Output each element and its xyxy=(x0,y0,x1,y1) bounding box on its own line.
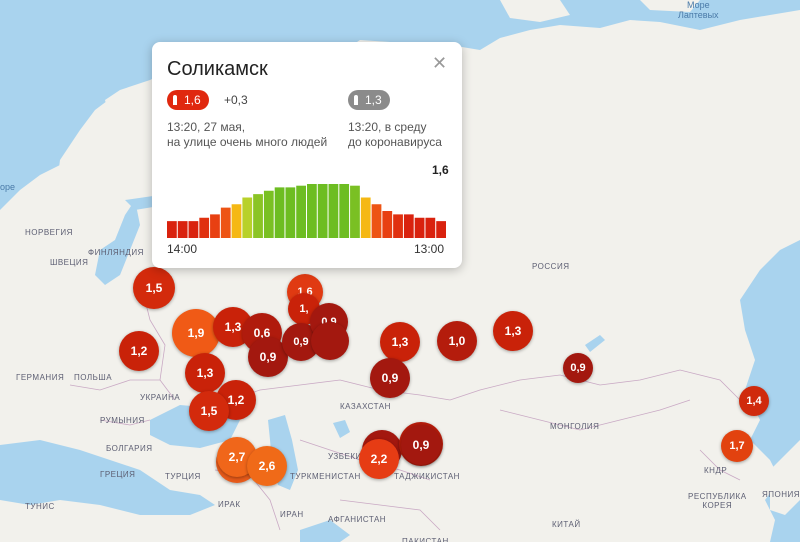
person-icon xyxy=(173,95,177,105)
activity-bar xyxy=(339,184,350,238)
city-marker[interactable]: 1,3 xyxy=(493,311,533,351)
city-marker[interactable]: 2,6 xyxy=(247,446,287,486)
activity-bar xyxy=(177,221,188,238)
city-marker[interactable]: 0,9 xyxy=(248,337,288,377)
map-label: РОССИЯ xyxy=(532,262,570,271)
city-marker[interactable]: 1,7 xyxy=(721,430,753,462)
place-title: Соликамск xyxy=(167,58,268,80)
map-label: ИРАН xyxy=(280,510,304,519)
city-marker[interactable]: 1,9 xyxy=(172,309,220,357)
activity-bar xyxy=(296,185,306,238)
chart-x-end: 13:00 xyxy=(414,242,445,256)
activity-bar xyxy=(253,194,263,238)
city-marker[interactable]: 1,4 xyxy=(739,386,769,416)
city-marker[interactable]: 0,9 xyxy=(370,358,410,398)
activity-bar xyxy=(317,184,328,238)
activity-bar xyxy=(167,221,177,238)
map-label: ЯПОНИЯ xyxy=(762,490,800,499)
activity-bar-chart xyxy=(167,184,446,238)
activity-bar xyxy=(436,221,446,238)
activity-bar xyxy=(425,217,436,238)
map-label: ФИНЛЯНДИЯ xyxy=(88,248,144,257)
map-label: УКРАИНА xyxy=(140,393,181,402)
activity-bar xyxy=(360,197,371,238)
chart-peak-label: 1,6 xyxy=(432,163,449,177)
map-label: ТУНИС xyxy=(25,502,55,511)
map-label: МОНГОЛИЯ xyxy=(550,422,600,431)
map-label: ПОЛЬША xyxy=(74,373,113,382)
person-icon xyxy=(354,95,358,105)
baseline-level-value: 1,3 xyxy=(365,93,382,107)
map-label: ГРЕЦИЯ xyxy=(100,470,136,479)
city-marker[interactable]: 1,2 xyxy=(119,331,159,371)
activity-bar xyxy=(414,217,425,238)
activity-bar xyxy=(199,217,210,238)
activity-bar xyxy=(263,190,274,238)
city-marker[interactable]: 1,5 xyxy=(133,267,175,309)
map-label: БОЛГАРИЯ xyxy=(106,444,153,453)
city-marker[interactable]: 1,5 xyxy=(189,391,229,431)
city-marker[interactable]: 2,2 xyxy=(359,439,399,479)
activity-bar xyxy=(285,187,296,238)
map-label: ТУРЦИЯ xyxy=(165,472,201,481)
activity-bar xyxy=(350,185,360,238)
activity-bar xyxy=(403,214,414,238)
map-label: ope xyxy=(0,182,16,192)
close-icon[interactable]: ✕ xyxy=(432,53,448,73)
activity-bar xyxy=(220,207,231,238)
map-label: ТУРКМЕНИСТАН xyxy=(290,472,361,481)
activity-bar xyxy=(210,214,220,238)
baseline-description: до коронавируса xyxy=(348,135,442,149)
map-label: ГЕРМАНИЯ xyxy=(16,373,65,382)
map-label: НОРВЕГИЯ xyxy=(25,228,73,237)
activity-bar xyxy=(371,204,382,238)
city-marker[interactable]: 1,0 xyxy=(437,321,477,361)
map-label: КИТАЙ xyxy=(552,520,581,529)
activity-bar xyxy=(307,184,317,238)
current-level-value: 1,6 xyxy=(184,93,201,107)
city-marker[interactable]: 0,9 xyxy=(563,353,593,383)
map-label: Море Лаптевых xyxy=(678,0,719,20)
map-label: РУМЫНИЯ xyxy=(100,416,145,425)
current-time: 13:20, 27 мая, xyxy=(167,120,246,134)
activity-bar xyxy=(242,197,253,238)
baseline-time: 13:20, в среду xyxy=(348,120,427,134)
activity-bar xyxy=(328,184,339,238)
city-marker[interactable] xyxy=(311,322,349,360)
baseline-level-badge: 1,3 xyxy=(348,90,390,110)
current-level-badge: 1,6 xyxy=(167,90,209,110)
place-popup: Соликамск ✕ 1,6 +0,3 1,3 13:20, 27 мая, … xyxy=(152,42,462,268)
chart-x-start: 14:00 xyxy=(167,242,198,256)
city-marker[interactable]: 0,9 xyxy=(401,425,441,465)
activity-bar xyxy=(274,187,285,238)
map-label: КНДР xyxy=(704,466,728,475)
city-marker[interactable]: 1,3 xyxy=(380,322,420,362)
activity-bar xyxy=(231,204,242,238)
activity-bar xyxy=(393,214,403,238)
map-label: АФГАНИСТАН xyxy=(328,515,387,524)
current-delta: +0,3 xyxy=(224,93,248,107)
activity-bar xyxy=(382,211,393,238)
map-label: ШВЕЦИЯ xyxy=(50,258,89,267)
map-label: ИРАК xyxy=(218,500,241,509)
map-label: РЕСПУБЛИКА КОРЕЯ xyxy=(688,492,747,510)
map-label: КАЗАХСТАН xyxy=(340,402,391,411)
map-label: ТАДЖИКИСТАН xyxy=(394,472,460,481)
map-label: УЗБЕКИСТАН xyxy=(328,452,385,461)
map-label: ПАКИСТАН xyxy=(402,537,449,542)
city-marker[interactable]: 1,3 xyxy=(185,353,225,393)
current-description: на улице очень много людей xyxy=(167,135,328,149)
activity-bar xyxy=(188,221,199,238)
